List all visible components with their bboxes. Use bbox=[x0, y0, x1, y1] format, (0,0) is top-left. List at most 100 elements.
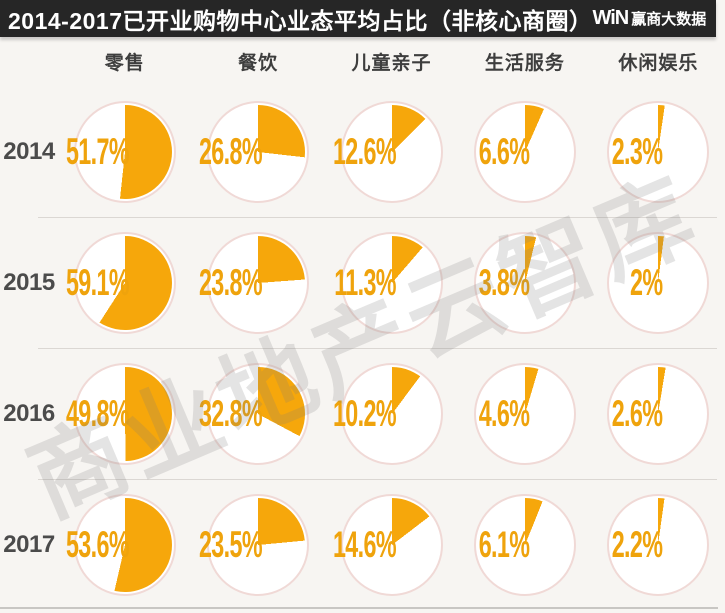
pie-slice bbox=[77, 366, 172, 461]
pie-2017-dining: 23.5% bbox=[199, 493, 310, 596]
pie-slice bbox=[211, 235, 306, 330]
year-label-2017: 2017 bbox=[3, 530, 55, 558]
pie-2017-life-services: 6.1% bbox=[473, 493, 576, 596]
pie-cell: 49.8% bbox=[58, 362, 191, 465]
page-title: 2014-2017已开业购物中心业态平均占比（非核心商圈） bbox=[8, 7, 593, 34]
pie-2016-kids-family: 10.2% bbox=[332, 362, 443, 465]
pie-value-label: 23.8% bbox=[199, 261, 263, 303]
pie-2017-kids-family: 14.6% bbox=[332, 493, 443, 596]
pie-cell: 2.2% bbox=[592, 493, 725, 596]
pie-cell: 12.6% bbox=[325, 100, 458, 203]
pie-value-label: 6.1% bbox=[478, 523, 529, 565]
pie-cell: 51.7% bbox=[58, 100, 191, 203]
pie-value-label: 51.7% bbox=[65, 130, 130, 172]
pie-value-label: 2.2% bbox=[611, 523, 663, 565]
pie-2017-leisure-entertainment: 2.2% bbox=[607, 493, 710, 596]
year-label-2015: 2015 bbox=[3, 268, 55, 296]
logo-name: 赢商大数据 bbox=[631, 11, 707, 28]
pie-cell: 2% bbox=[592, 231, 725, 334]
column-header-leisure-entertainment: 休闲娱乐 bbox=[618, 53, 699, 74]
pie-2016-life-services: 4.6% bbox=[473, 362, 576, 465]
pie-value-label: 14.6% bbox=[332, 523, 396, 565]
pie-slice bbox=[477, 497, 572, 592]
pie-slice bbox=[344, 104, 439, 199]
pie-cell: 23.5% bbox=[191, 493, 324, 596]
pie-2017-retail: 53.6% bbox=[66, 493, 176, 596]
pie-value-label: 3.8% bbox=[478, 261, 529, 303]
pie-2014-retail: 51.7% bbox=[66, 100, 176, 203]
pie-slice bbox=[477, 104, 572, 199]
year-row-2016: 2016 49.8% 32.8% 10.2% bbox=[0, 348, 725, 479]
pie-2015-kids-family: 11.3% bbox=[334, 231, 443, 334]
year-row-2015: 2015 59.1% 23.8% 11.3% bbox=[0, 217, 725, 348]
pie-2016-leisure-entertainment: 2.6% bbox=[607, 362, 710, 465]
pie-cell: 6.6% bbox=[458, 100, 591, 203]
pie-cell: 3.8% bbox=[458, 231, 591, 334]
category-header-row: 零售 餐饮 儿童亲子 生活服务 休闲娱乐 bbox=[0, 37, 725, 86]
pie-2014-leisure-entertainment: 2.3% bbox=[607, 100, 710, 203]
pie-value-label: 4.6% bbox=[478, 392, 529, 434]
row-separator bbox=[38, 479, 717, 480]
pie-cell: 11.3% bbox=[325, 231, 458, 334]
pie-cell: 14.6% bbox=[325, 493, 458, 596]
pie-cell: 23.8% bbox=[191, 231, 324, 334]
pie-2016-dining: 32.8% bbox=[199, 362, 310, 465]
pie-slice bbox=[611, 235, 706, 330]
column-header-life-services: 生活服务 bbox=[484, 53, 565, 74]
pie-slice bbox=[344, 497, 439, 592]
pie-value-label: 2.3% bbox=[611, 130, 663, 172]
pie-2014-dining: 26.8% bbox=[199, 100, 310, 203]
title-bar: 2014-2017已开业购物中心业态平均占比（非核心商圈） WiN 赢商大数据 bbox=[0, 0, 716, 37]
pie-cell: 6.1% bbox=[458, 493, 591, 596]
pie-value-label: 11.3% bbox=[333, 261, 396, 303]
pie-value-label: 2% bbox=[629, 261, 663, 303]
row-separator bbox=[38, 217, 717, 218]
pie-slice bbox=[211, 104, 306, 199]
pie-cell: 2.6% bbox=[592, 362, 725, 465]
row-separator bbox=[38, 348, 717, 349]
pie-slice bbox=[77, 497, 172, 592]
pie-cell: 2.3% bbox=[592, 100, 725, 203]
pie-slice bbox=[77, 104, 172, 199]
pie-2016-retail: 49.8% bbox=[66, 362, 176, 465]
pie-value-label: 53.6% bbox=[65, 523, 130, 565]
pie-slice bbox=[477, 366, 572, 461]
year-label-2014: 2014 bbox=[3, 137, 55, 165]
pie-value-label: 49.8% bbox=[65, 392, 130, 434]
pie-slice bbox=[611, 497, 706, 592]
logo-mark: WiN bbox=[592, 7, 630, 29]
pie-slice bbox=[211, 366, 306, 461]
column-header-dining: 餐饮 bbox=[238, 53, 279, 74]
pie-value-label: 23.5% bbox=[199, 523, 263, 565]
pie-cell: 26.8% bbox=[191, 100, 324, 203]
pie-cell: 32.8% bbox=[191, 362, 324, 465]
pie-slice bbox=[344, 366, 439, 461]
pie-2015-leisure-entertainment: 2% bbox=[607, 231, 710, 334]
bottom-border bbox=[0, 607, 718, 609]
year-row-2014: 2014 51.7% 26.8% 12.6% bbox=[0, 86, 725, 217]
pie-value-label: 10.2% bbox=[332, 392, 396, 434]
pie-value-label: 32.8% bbox=[199, 392, 263, 434]
pie-cell: 4.6% bbox=[458, 362, 591, 465]
pie-value-label: 26.8% bbox=[199, 130, 263, 172]
pie-2015-life-services: 3.8% bbox=[473, 231, 576, 334]
pie-slice bbox=[611, 366, 706, 461]
pie-value-label: 2.6% bbox=[611, 392, 663, 434]
pie-2015-dining: 23.8% bbox=[199, 231, 310, 334]
pie-2014-kids-family: 12.6% bbox=[332, 100, 443, 203]
column-header-retail: 零售 bbox=[104, 53, 145, 74]
pie-slice bbox=[344, 235, 439, 330]
pie-value-label: 12.6% bbox=[332, 130, 396, 172]
pie-value-label: 6.6% bbox=[478, 130, 529, 172]
pie-slice bbox=[611, 104, 706, 199]
pie-slice bbox=[77, 235, 172, 330]
year-row-2017: 2017 53.6% 23.5% 14.6% bbox=[0, 479, 725, 610]
year-label-2016: 2016 bbox=[3, 399, 55, 427]
pie-cell: 53.6% bbox=[58, 493, 191, 596]
pie-value-label: 59.1% bbox=[65, 261, 130, 303]
pie-cell: 10.2% bbox=[325, 362, 458, 465]
pie-grid: 2014 51.7% 26.8% 12.6% bbox=[0, 86, 725, 610]
pie-cell: 59.1% bbox=[58, 231, 191, 334]
pie-2015-retail: 59.1% bbox=[66, 231, 176, 334]
